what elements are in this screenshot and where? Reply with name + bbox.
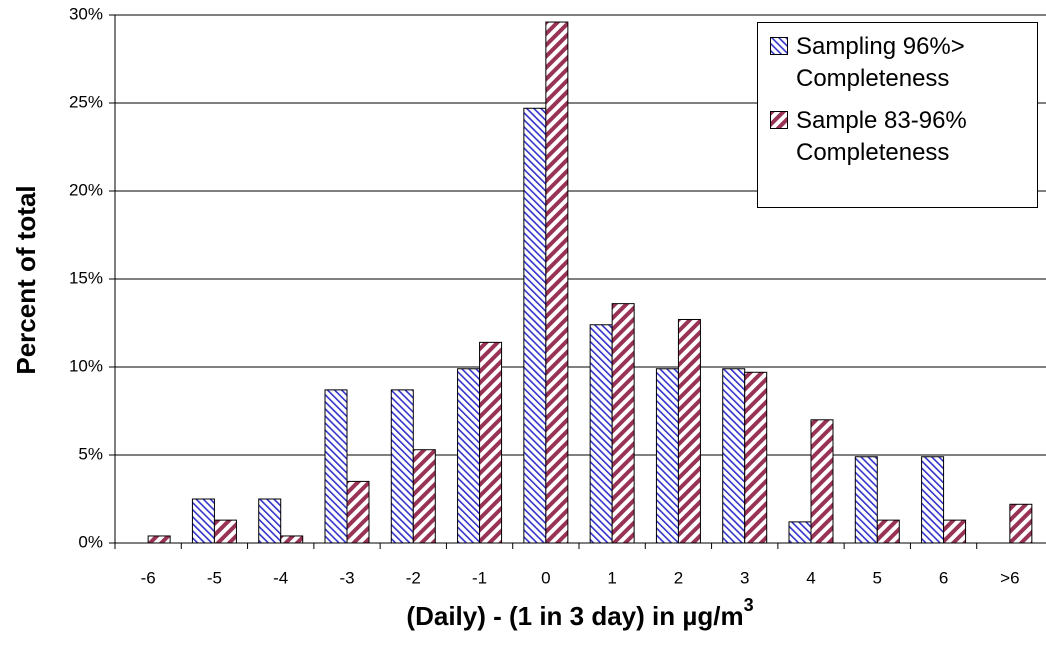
y-tick-label: 10% xyxy=(69,356,103,375)
bar xyxy=(943,519,967,544)
bar xyxy=(523,107,547,544)
y-tick-label: 0% xyxy=(78,532,103,551)
x-tick-label: 3 xyxy=(740,568,749,587)
x-tick-label: -3 xyxy=(339,568,354,587)
bar xyxy=(589,324,613,544)
bar xyxy=(545,21,569,544)
bar xyxy=(655,368,679,544)
x-tick-label: 6 xyxy=(939,568,948,587)
x-tick-label: 5 xyxy=(873,568,882,587)
y-tick-label: 5% xyxy=(78,444,103,463)
x-tick-label: 1 xyxy=(607,568,616,587)
y-tick-label: 25% xyxy=(69,92,103,111)
legend-entry: Sample 83-96% Completeness xyxy=(770,105,1029,169)
legend-swatch-rect xyxy=(770,111,788,129)
x-axis-title-sup: 3 xyxy=(744,595,754,615)
legend-label: Sampling 96%> Completeness xyxy=(796,33,965,92)
bar xyxy=(921,456,945,544)
bar xyxy=(677,318,701,544)
bar xyxy=(479,341,503,544)
bar xyxy=(788,521,812,544)
bar xyxy=(722,368,746,544)
legend-swatch xyxy=(770,111,788,129)
bar xyxy=(213,519,237,544)
x-tick-label: -1 xyxy=(472,568,487,587)
bar xyxy=(324,389,348,544)
bar xyxy=(810,419,834,544)
y-tick-label: 15% xyxy=(69,268,103,287)
x-tick-label: -6 xyxy=(141,568,156,587)
x-tick-label: 4 xyxy=(806,568,815,587)
x-tick-label: -4 xyxy=(273,568,288,587)
y-tick-label: 30% xyxy=(69,4,103,23)
bar xyxy=(744,371,768,544)
bar xyxy=(611,303,635,544)
legend-entry: Sampling 96%> Completeness xyxy=(770,31,1029,95)
y-tick-label: 20% xyxy=(69,180,103,199)
bar xyxy=(457,368,481,544)
bar xyxy=(191,498,215,544)
bar xyxy=(854,456,878,544)
x-tick-label: -2 xyxy=(406,568,421,587)
bar xyxy=(412,449,436,544)
bar xyxy=(280,535,304,544)
bar xyxy=(876,519,900,544)
legend-swatch xyxy=(770,37,788,55)
x-axis-title: (Daily) - (1 in 3 day) in µg/m3 xyxy=(406,595,753,631)
bar xyxy=(390,389,414,544)
x-tick-label: 0 xyxy=(541,568,550,587)
bar xyxy=(147,535,171,544)
legend: Sampling 96%> Completeness Sample 83-96% … xyxy=(757,22,1038,208)
x-axis-title-main: (Daily) - (1 in 3 day) in µg/m xyxy=(406,601,743,631)
x-tick-label: 2 xyxy=(674,568,683,587)
legend-swatch-rect xyxy=(770,37,788,55)
x-tick-label: >6 xyxy=(1000,568,1019,587)
bar xyxy=(258,498,282,544)
x-tick-label: -5 xyxy=(207,568,222,587)
bar xyxy=(346,480,370,544)
y-axis-title: Percent of total xyxy=(11,185,41,374)
legend-label: Sample 83-96% Completeness xyxy=(796,107,967,166)
bar xyxy=(1009,503,1033,544)
